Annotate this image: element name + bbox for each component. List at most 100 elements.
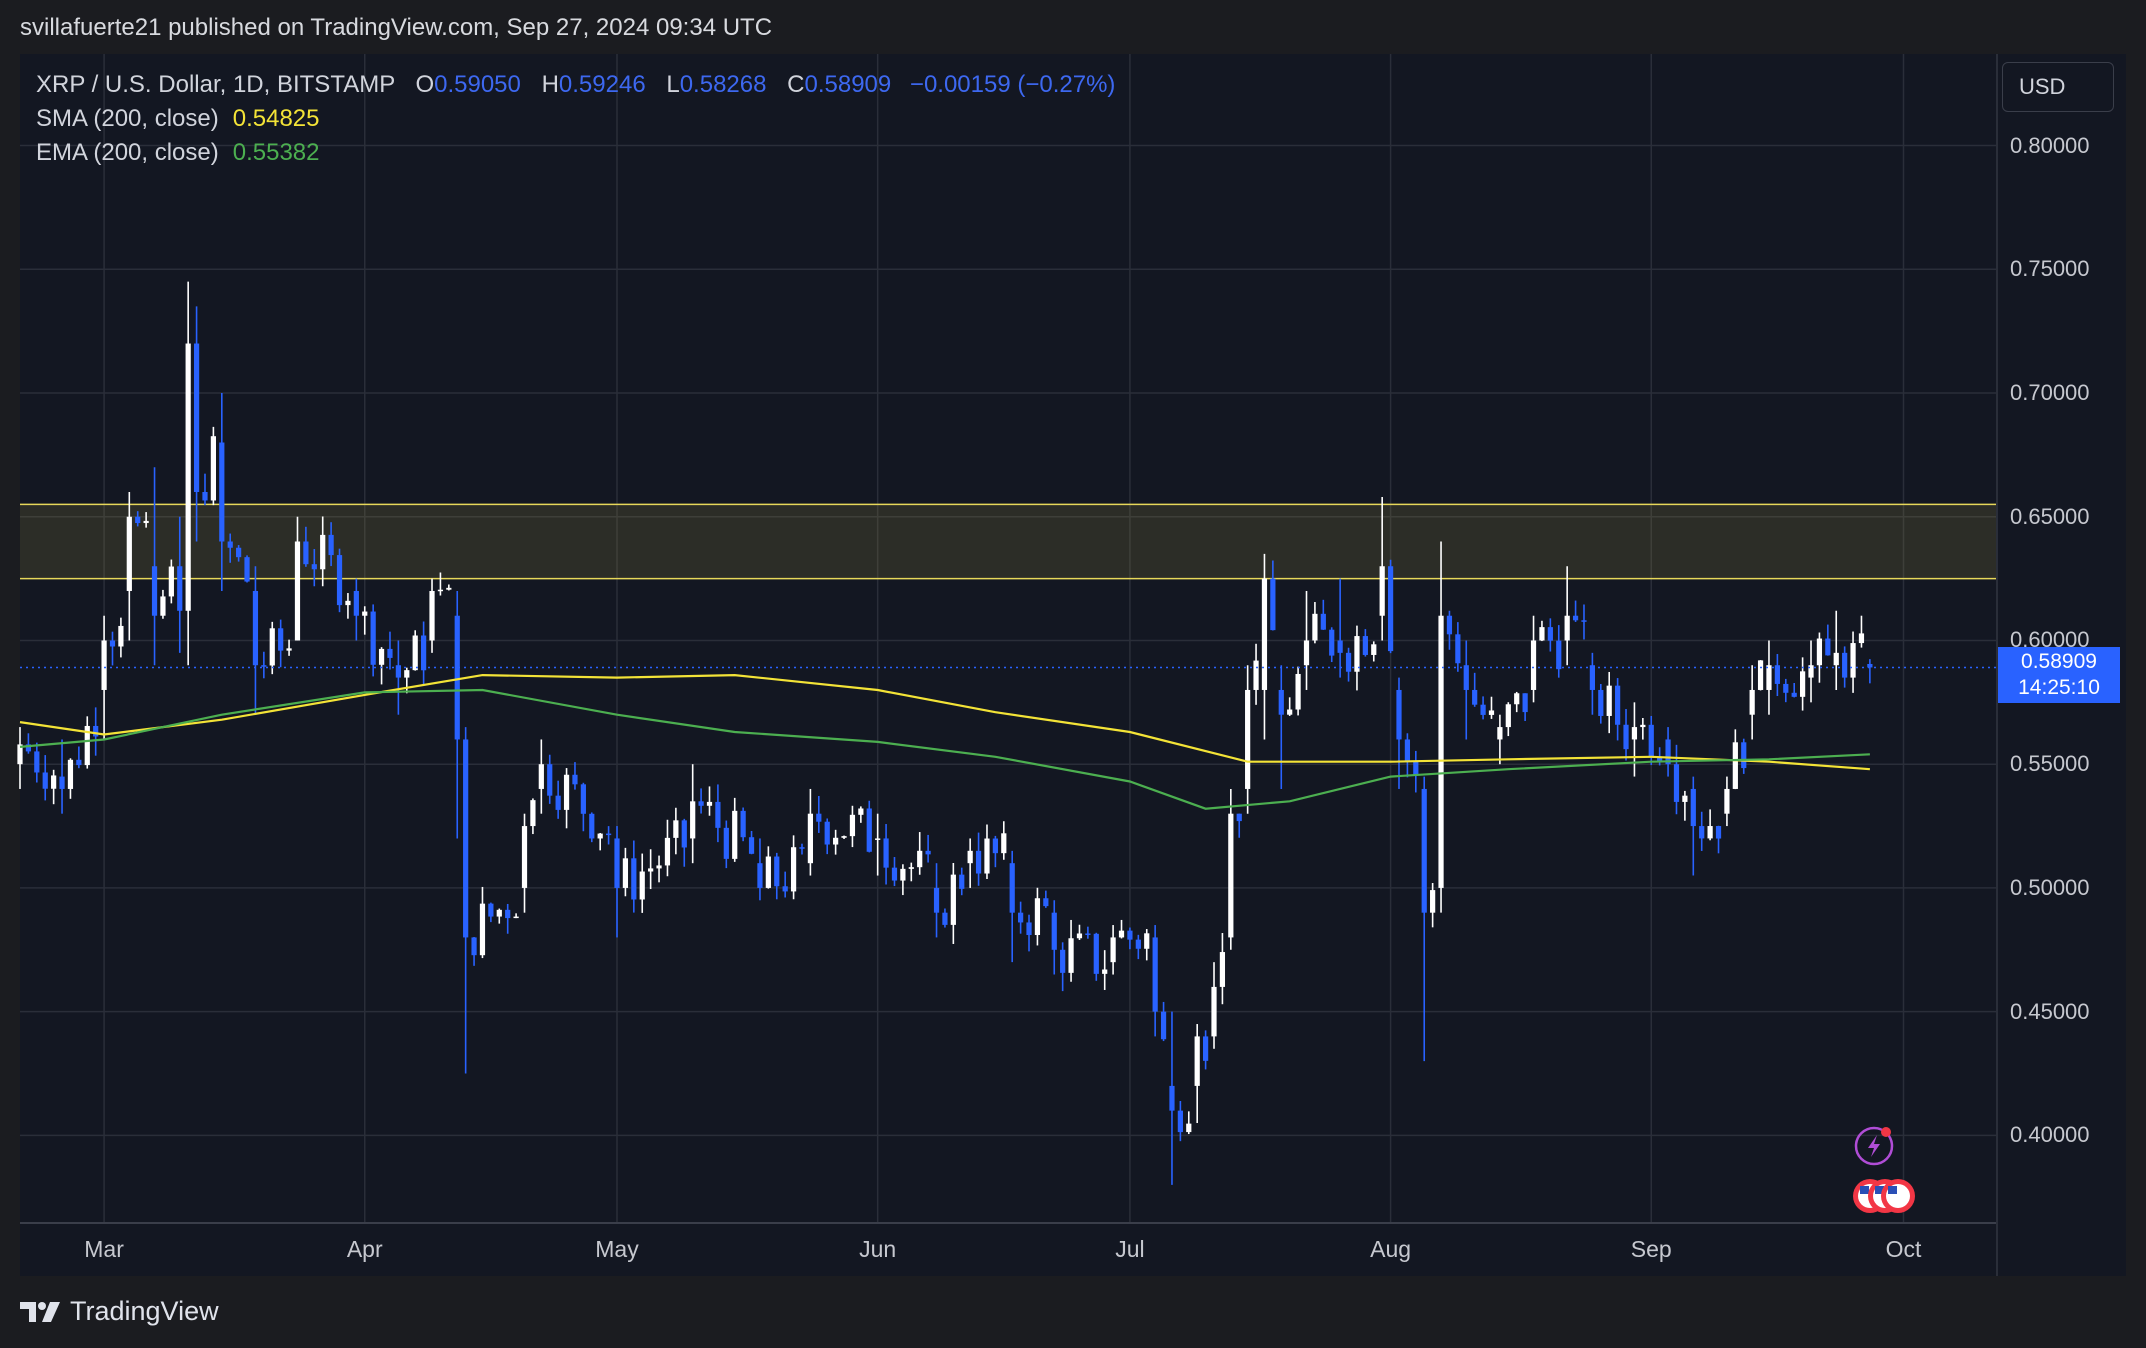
candle-body bbox=[362, 611, 368, 616]
candle-body bbox=[236, 547, 242, 558]
legend-symbol[interactable]: XRP / U.S. Dollar, 1D, BITSTAMP bbox=[36, 71, 395, 98]
candle-body bbox=[1018, 912, 1024, 923]
candle-body bbox=[1774, 665, 1780, 684]
candle-body bbox=[1589, 665, 1595, 690]
candle-body bbox=[580, 784, 586, 814]
candle-body bbox=[1303, 640, 1310, 666]
time-tick-label: Mar bbox=[84, 1236, 124, 1262]
candle-body bbox=[42, 772, 48, 789]
candle-body bbox=[353, 590, 359, 616]
candle-body bbox=[1177, 1110, 1183, 1133]
candle-body bbox=[959, 874, 965, 889]
candle-body bbox=[732, 810, 738, 859]
candle-body bbox=[748, 837, 755, 854]
candle-body bbox=[387, 648, 393, 658]
tradingview-logo-icon bbox=[20, 1301, 60, 1322]
time-tick-label: Jun bbox=[859, 1236, 897, 1262]
candle-body bbox=[1673, 764, 1680, 802]
candle-body bbox=[648, 868, 654, 872]
candle-body bbox=[1253, 660, 1259, 690]
candle-body bbox=[328, 534, 334, 556]
legend-sma-row[interactable]: SMA (200, close) 0.54825 bbox=[36, 102, 1115, 136]
footer-brand-text: TradingView bbox=[70, 1296, 219, 1326]
price-tick-label: 0.80000 bbox=[2010, 132, 2090, 158]
candle-body bbox=[849, 814, 856, 837]
footer-brand[interactable]: TradingView bbox=[20, 1296, 219, 1327]
legend-high-label: H bbox=[541, 71, 559, 98]
ema-200-line bbox=[19, 688, 1870, 810]
candle-body bbox=[1497, 727, 1503, 740]
candle-body bbox=[1245, 689, 1251, 789]
candle-body bbox=[1295, 673, 1301, 710]
price-tick-label: 0.45000 bbox=[2010, 998, 2090, 1024]
candle-body bbox=[252, 590, 259, 666]
candle-body bbox=[1228, 813, 1234, 938]
candle-body bbox=[135, 516, 141, 524]
price-tick-label: 0.65000 bbox=[2010, 503, 2090, 529]
legend-ema-row[interactable]: EMA (200, close) 0.55382 bbox=[36, 136, 1115, 170]
candle-body bbox=[1455, 634, 1461, 664]
candle-body bbox=[412, 635, 418, 671]
price-tick-label: 0.50000 bbox=[2010, 874, 2090, 900]
candle-body bbox=[59, 776, 65, 789]
candle-body bbox=[118, 625, 124, 647]
candle-body bbox=[933, 887, 940, 913]
candle-body bbox=[664, 837, 671, 866]
chart-legend: XRP / U.S. Dollar, 1D, BITSTAMP O0.59050… bbox=[36, 68, 1115, 170]
candle-body bbox=[286, 648, 292, 651]
candle-body bbox=[513, 916, 519, 919]
candle-body bbox=[210, 436, 217, 501]
us-flag-canton bbox=[1888, 1186, 1897, 1194]
candle-body bbox=[614, 838, 620, 888]
chart-pane[interactable] bbox=[20, 54, 1996, 1276]
candle-body bbox=[858, 808, 864, 815]
candle-body bbox=[1329, 629, 1335, 656]
candle-body bbox=[706, 801, 713, 806]
legend-ohlc-row: XRP / U.S. Dollar, 1D, BITSTAMP O0.59050… bbox=[36, 68, 1115, 102]
candle-body bbox=[1850, 643, 1856, 678]
candle-body bbox=[1741, 742, 1747, 769]
candle-body bbox=[303, 541, 309, 565]
candle-body bbox=[311, 564, 317, 570]
candle-body bbox=[1110, 937, 1116, 963]
candle-body bbox=[1581, 620, 1587, 622]
legend-open-label: O bbox=[415, 71, 435, 98]
candle-body bbox=[151, 566, 158, 616]
candle-body bbox=[429, 590, 435, 641]
candle-body bbox=[1438, 615, 1444, 888]
resistance-zone bbox=[20, 504, 1996, 579]
candle-body bbox=[1665, 739, 1671, 765]
candle-body bbox=[1068, 938, 1074, 973]
candle-body bbox=[1690, 788, 1696, 827]
legend-sma-label: SMA (200, close) bbox=[36, 105, 219, 132]
candle-body bbox=[555, 795, 561, 810]
candle-body bbox=[294, 541, 301, 641]
candle-body bbox=[463, 739, 469, 938]
candle-body bbox=[622, 858, 629, 888]
candle-body bbox=[1387, 566, 1394, 652]
candle-body bbox=[1749, 689, 1755, 715]
candle-body bbox=[1345, 652, 1352, 672]
candle-body bbox=[479, 903, 486, 956]
candle-body bbox=[1623, 724, 1629, 750]
candle-body bbox=[563, 774, 570, 810]
candle-body bbox=[1421, 788, 1427, 913]
candle-body bbox=[1160, 1011, 1167, 1040]
candle-body bbox=[320, 534, 326, 570]
candle-body bbox=[799, 847, 805, 849]
time-tick-label: May bbox=[595, 1236, 639, 1262]
candle-body bbox=[269, 628, 275, 666]
price-tick-label: 0.40000 bbox=[2010, 1122, 2090, 1148]
candle-body bbox=[1791, 692, 1797, 697]
candle-body bbox=[160, 596, 166, 616]
candle-body bbox=[1816, 638, 1823, 666]
currency-button[interactable]: USD bbox=[2002, 62, 2114, 112]
legend-sma-value: 0.54825 bbox=[232, 105, 320, 132]
candle-body bbox=[437, 589, 444, 592]
time-tick-label: Apr bbox=[346, 1236, 383, 1262]
candle-body bbox=[1060, 949, 1066, 973]
candle-body bbox=[967, 850, 973, 864]
time-axis[interactable] bbox=[20, 1222, 1996, 1278]
candle-body bbox=[950, 874, 956, 925]
bar-countdown: 14:25:10 bbox=[2018, 676, 2100, 700]
